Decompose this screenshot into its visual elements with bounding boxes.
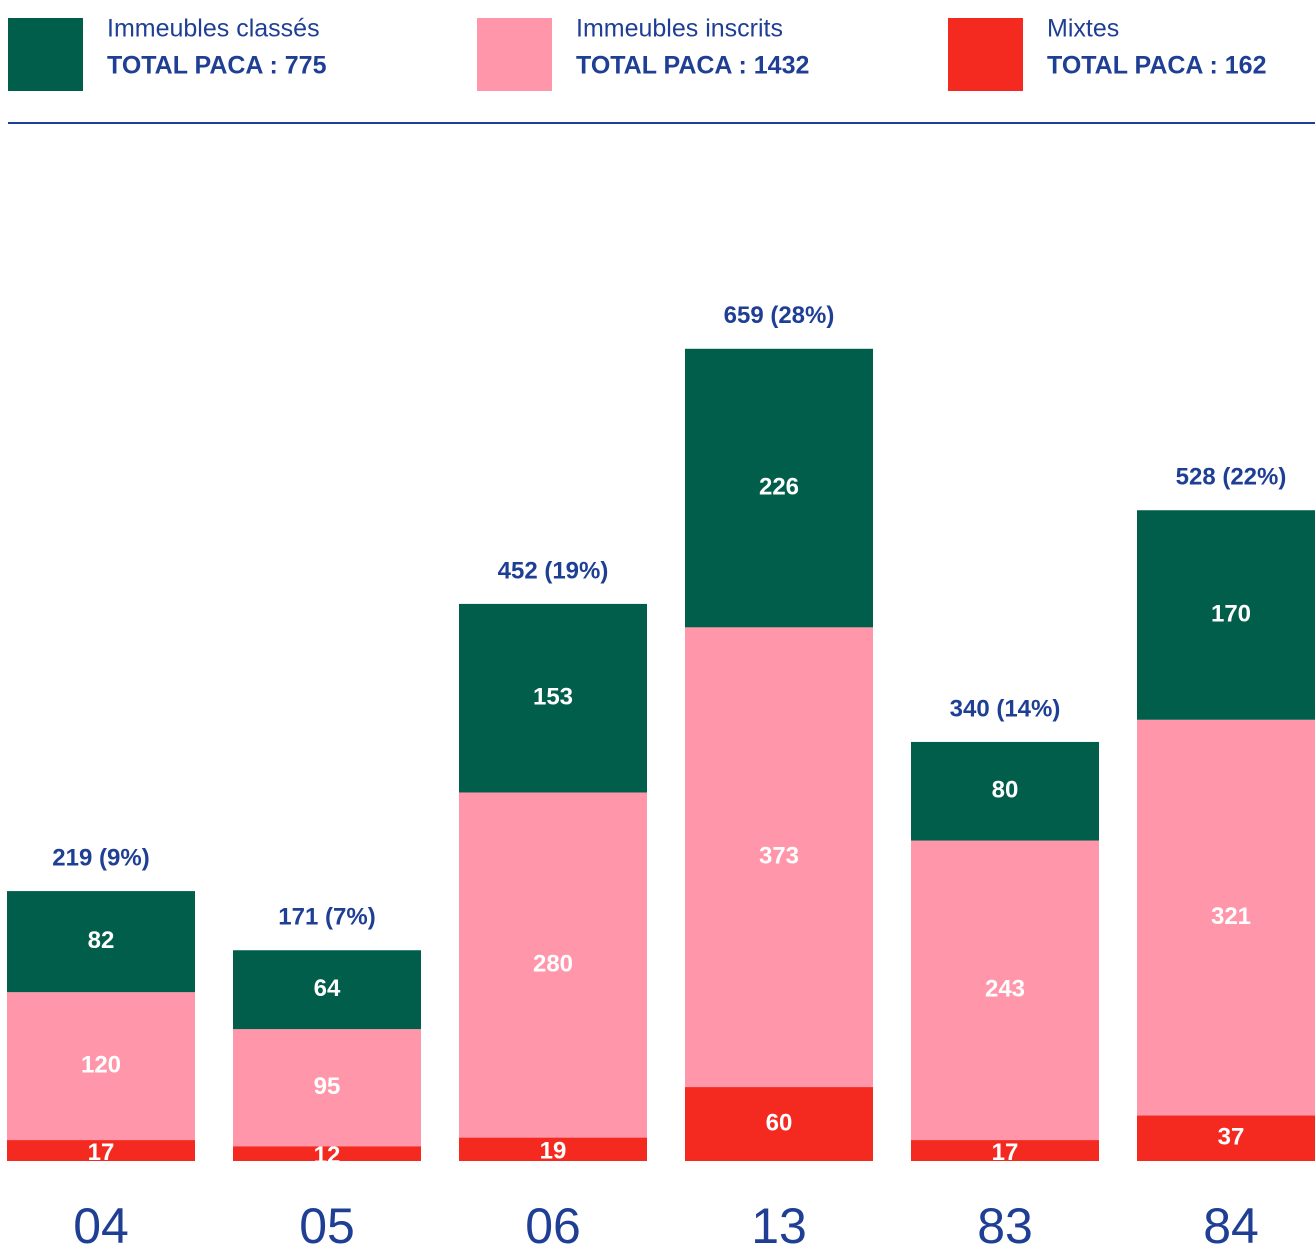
category-label: 13 [751,1198,807,1253]
segment-label: 12 [314,1142,341,1169]
legend-total: TOTAL PACA : 775 [107,52,327,80]
segment-label: 19 [540,1138,567,1165]
bar-segment [1137,1115,1315,1161]
total-label: 659 (28%) [724,302,835,329]
category-label: 84 [1203,1198,1259,1253]
segment-label: 373 [759,843,799,870]
category-label: 04 [73,1198,129,1253]
segment-label: 64 [314,975,341,1002]
bar-segment [233,1029,421,1147]
segment-label: 17 [992,1139,1019,1166]
bar-segment [233,1146,421,1161]
bar-segment [233,950,421,1030]
bar-segment [685,1087,873,1161]
segment-label: 60 [766,1109,793,1136]
segment-label: 80 [992,777,1019,804]
bar-segment [459,1137,647,1161]
legend-swatch [8,18,83,91]
category-label: 83 [977,1198,1033,1253]
total-label: 452 (19%) [498,557,609,584]
segment-label: 82 [88,927,115,954]
segment-label: 95 [314,1073,341,1100]
segment-label: 226 [759,473,799,500]
legend-total: TOTAL PACA : 1432 [576,52,809,80]
segment-label: 17 [88,1139,115,1166]
segment-label: 321 [1211,903,1251,930]
legend-total: TOTAL PACA : 162 [1047,52,1266,80]
total-label: 171 (7%) [278,904,375,931]
legend-swatch [477,18,552,91]
bar-segment [685,348,873,628]
segment-label: 120 [81,1051,121,1078]
legend-name: Immeubles inscrits [576,15,783,43]
segment-label: 153 [533,684,573,711]
category-label: 06 [525,1198,581,1253]
bar-segment [459,603,647,793]
bar-segment [459,792,647,1138]
segment-label: 170 [1211,600,1251,627]
legend-name: Immeubles classés [107,15,320,43]
bar-segment [7,992,195,1141]
bar-segment [685,627,873,1088]
category-label: 05 [299,1198,355,1253]
segment-label: 280 [533,950,573,977]
bar-segment [911,741,1099,841]
bar-segment [911,1140,1099,1161]
bar-segment [1137,510,1315,720]
bar-segment [7,1140,195,1161]
bar-segment [1137,719,1315,1116]
legend-swatch [948,18,1023,91]
total-label: 219 (9%) [52,844,149,871]
segment-label: 243 [985,976,1025,1003]
segment-label: 37 [1218,1124,1245,1151]
bar-segment [7,891,195,993]
legend-name: Mixtes [1047,15,1119,43]
bar-segment [911,840,1099,1141]
total-label: 528 (22%) [1176,464,1287,491]
total-label: 340 (14%) [950,695,1061,722]
